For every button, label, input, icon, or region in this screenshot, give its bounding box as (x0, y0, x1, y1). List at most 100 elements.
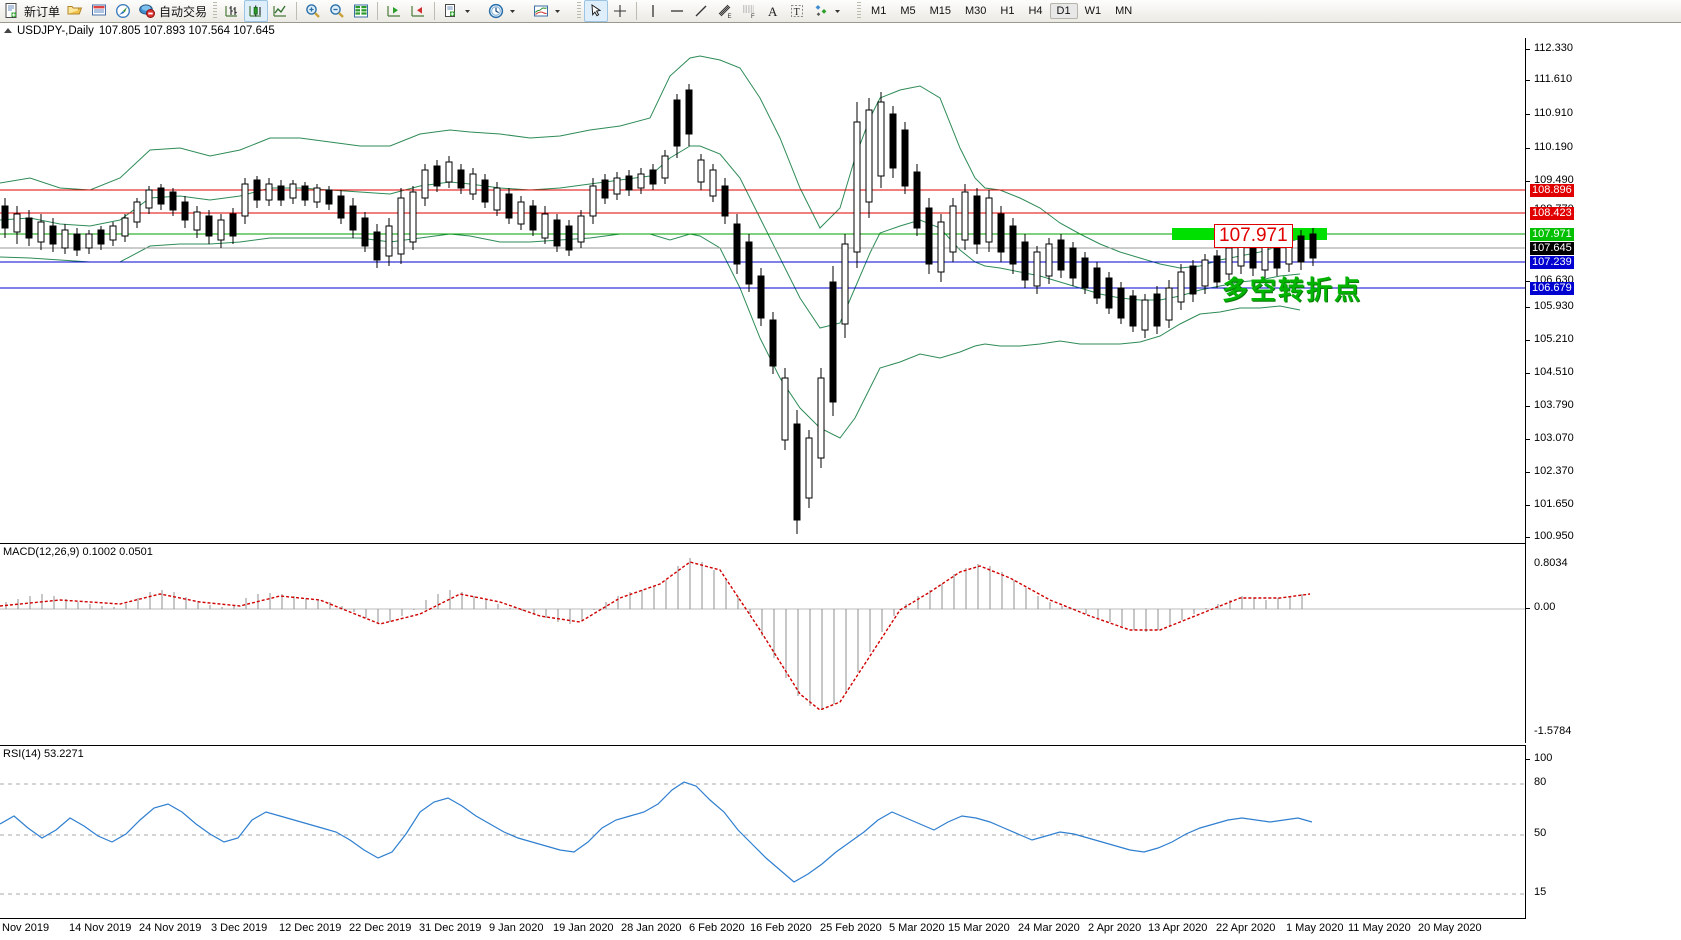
navigator-button[interactable] (111, 1, 135, 21)
candlestick-icon (247, 2, 265, 20)
zoom-in-button[interactable] (301, 1, 325, 21)
timeframe-w1[interactable]: W1 (1084, 5, 1102, 17)
rsi-scale[interactable]: 100 80 50 15 (1525, 745, 1681, 918)
shapes-button[interactable] (809, 1, 854, 21)
new-order-button[interactable]: 新订单 (0, 1, 63, 21)
date-label: 2 Apr 2020 (1088, 922, 1142, 934)
date-label: 15 Mar 2020 (948, 922, 1010, 934)
date-axis[interactable]: Nov 2019 14 Nov 2019 24 Nov 2019 3 Dec 2… (0, 918, 1526, 940)
macd-signal-line (0, 561, 1311, 711)
trendline-button[interactable] (689, 1, 713, 21)
date-label: 24 Nov 2019 (139, 922, 202, 934)
macd-tick-label: 0.8034 (1534, 557, 1568, 569)
symbol-name: USDJPY-,Daily (17, 24, 94, 37)
price-pane[interactable]: 107.971 多空转折点 (0, 38, 1526, 543)
price-annotation-box[interactable]: 107.971 (1214, 224, 1293, 248)
timeframe-mn[interactable]: MN (1115, 5, 1133, 17)
candlestick-chart-button[interactable] (244, 0, 269, 22)
rsi-tick-label: 15 (1534, 886, 1547, 898)
rsi-title: RSI(14) 53.2271 (3, 748, 84, 760)
vline-icon (644, 2, 662, 20)
text-button[interactable]: A (761, 1, 785, 21)
level-badge-107971[interactable]: 107.971 (1530, 228, 1574, 241)
timeframe-h1[interactable]: H1 (1000, 5, 1015, 17)
rsi-tick-label: 100 (1534, 752, 1553, 764)
svg-text:F: F (751, 14, 755, 20)
price-chart-svg (0, 55, 1526, 534)
macd-pane[interactable]: MACD(12,26,9) 0.1002 0.0501 (0, 543, 1526, 744)
level-badge-106679[interactable]: 106.679 (1530, 282, 1574, 295)
text-label-button[interactable]: T (785, 1, 809, 21)
zoom-out-button[interactable] (325, 1, 349, 21)
date-label: 19 Jan 2020 (553, 922, 614, 934)
chevron-down-icon[interactable] (463, 2, 481, 20)
price-tick-label: 103.070 (1534, 432, 1574, 444)
vertical-line-button[interactable] (641, 1, 665, 21)
auto-scroll-button[interactable] (406, 1, 430, 21)
timeframe-m5[interactable]: M5 (900, 5, 916, 17)
line-chart-button[interactable] (268, 1, 292, 21)
equidistant-channel-button[interactable]: E (713, 1, 737, 21)
add-indicator-button[interactable] (439, 1, 484, 21)
data-window-button[interactable] (349, 1, 373, 21)
text-icon: A (764, 2, 782, 20)
price-tick-label: 102.370 (1534, 465, 1574, 477)
timeframe-d1[interactable]: D1 (1049, 3, 1078, 19)
crosshair-button[interactable] (608, 1, 632, 21)
macd-scale[interactable]: 0.8034 0.00 -1.5784 (1525, 543, 1681, 743)
trendline-icon (692, 2, 710, 20)
level-badge-108423[interactable]: 108.423 (1530, 207, 1574, 220)
date-label: 22 Apr 2020 (1216, 922, 1276, 934)
chevron-down-icon-2[interactable] (508, 2, 526, 20)
date-label: 14 Nov 2019 (69, 922, 132, 934)
level-badge-107239[interactable]: 107.239 (1530, 256, 1574, 269)
clock-icon (487, 2, 505, 20)
terminal-button[interactable] (87, 1, 111, 21)
templates-button[interactable] (529, 1, 574, 21)
period-button[interactable] (484, 1, 529, 21)
level-badge-107645[interactable]: 107.645 (1530, 242, 1574, 255)
fibonacci-icon: F (740, 2, 758, 20)
date-label: 1 May 2020 (1286, 922, 1344, 934)
svg-text:A: A (768, 4, 778, 19)
price-scale[interactable]: 112.330 111.610 110.910 110.190 109.490 … (1525, 38, 1681, 543)
horizontal-line-button[interactable] (665, 1, 689, 21)
symbol-ohlc: 107.805 107.893 107.564 107.645 (98, 24, 275, 37)
terminal-icon (90, 2, 108, 20)
date-label: 24 Mar 2020 (1018, 922, 1080, 934)
collapse-icon[interactable] (4, 28, 12, 33)
date-label: 3 Dec 2019 (211, 922, 268, 934)
toolbar-grip-2[interactable] (577, 2, 582, 20)
autotrade-button[interactable]: 自动交易 (135, 1, 210, 21)
fibonacci-button[interactable]: F (737, 1, 761, 21)
bar-chart-button[interactable] (220, 1, 244, 21)
folder-icon (66, 2, 84, 20)
date-label: 13 Apr 2020 (1148, 922, 1208, 934)
chart-shift-button[interactable] (382, 1, 406, 21)
svg-text:E: E (728, 14, 732, 20)
rsi-pane[interactable]: RSI(14) 53.2271 (0, 745, 1526, 919)
timeframe-h4[interactable]: H4 (1028, 5, 1043, 17)
date-label: 12 Dec 2019 (279, 922, 342, 934)
rsi-line (0, 781, 1313, 883)
rsi-svg (0, 781, 1526, 895)
chinese-annotation-note[interactable]: 多空转折点 (1222, 276, 1363, 306)
price-tick-label: 112.330 (1534, 42, 1573, 54)
timeframe-m15[interactable]: M15 (929, 5, 951, 17)
timeframe-m1[interactable]: M1 (871, 5, 887, 17)
cursor-button[interactable] (584, 0, 609, 22)
toolbar-grip[interactable] (213, 2, 218, 20)
chevron-down-icon-4[interactable] (833, 2, 851, 20)
toolbar-grip-3[interactable] (857, 2, 862, 20)
date-label: 11 May 2020 (1348, 922, 1411, 934)
macd-tick-label: 0.00 (1534, 601, 1556, 613)
folder-button[interactable] (63, 1, 87, 21)
level-badge-108896[interactable]: 108.896 (1530, 184, 1574, 197)
price-tick-label: 101.650 (1534, 498, 1574, 510)
date-label: Nov 2019 (2, 922, 50, 934)
timeframe-m30[interactable]: M30 (965, 5, 987, 17)
equidistant-channel-icon: E (716, 2, 734, 20)
navigator-icon (114, 2, 132, 20)
chevron-down-icon-3[interactable] (553, 2, 571, 20)
